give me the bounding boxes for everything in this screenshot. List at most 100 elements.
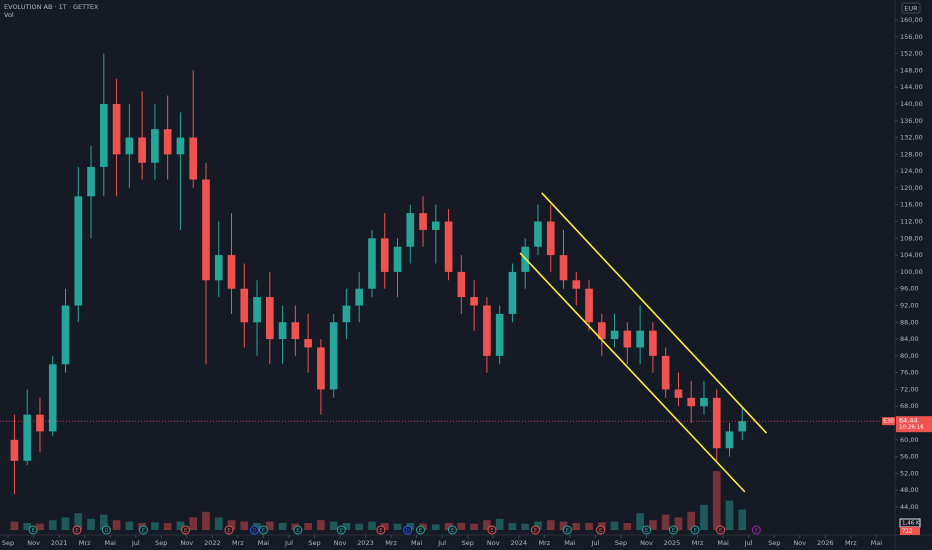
last-price-label: 64,44 xyxy=(899,417,918,425)
volume-bar xyxy=(674,517,683,530)
event-label[interactable]: E xyxy=(340,528,343,534)
volume-bar xyxy=(74,513,83,530)
event-marker[interactable] xyxy=(716,525,726,535)
event-label[interactable]: D xyxy=(253,528,257,534)
event-label[interactable]: E xyxy=(693,528,696,534)
countdown: 10:26:16 xyxy=(899,425,924,431)
volume-bar xyxy=(355,523,364,530)
candle-body xyxy=(597,322,606,340)
candle-body xyxy=(380,238,389,272)
volume-bar xyxy=(329,521,338,530)
candle-body xyxy=(674,389,683,398)
volume-bar xyxy=(380,523,389,530)
event-marker[interactable] xyxy=(376,525,386,535)
event-label[interactable]: E xyxy=(490,528,493,534)
x-tick-label: 2023 xyxy=(357,539,374,547)
event-marker[interactable] xyxy=(336,525,346,535)
x-tick-label: Mrz xyxy=(539,539,551,547)
event-label[interactable]: E xyxy=(599,528,602,534)
candle-body xyxy=(393,246,402,272)
volume-bar xyxy=(227,520,236,530)
x-tick-label: Jul xyxy=(437,539,446,547)
event-label[interactable]: E xyxy=(379,528,382,534)
x-tick-label: Nov xyxy=(487,539,500,547)
volume-bar xyxy=(304,523,312,530)
volume-bar xyxy=(623,523,632,530)
event-marker[interactable] xyxy=(751,525,761,535)
x-tick-label: Mai xyxy=(717,539,729,547)
candle-body xyxy=(636,330,644,348)
event-marker[interactable] xyxy=(530,525,540,535)
candle-body xyxy=(329,322,338,390)
volume-bar xyxy=(189,517,198,530)
candle-body xyxy=(431,221,440,230)
event-label[interactable]: E xyxy=(534,528,537,534)
event-marker[interactable] xyxy=(258,525,268,535)
event-marker[interactable] xyxy=(181,525,191,535)
x-tick-label: Mai xyxy=(564,539,576,547)
x-tick-label: Nov xyxy=(640,539,653,547)
event-marker[interactable] xyxy=(415,525,425,535)
event-label[interactable]: E xyxy=(719,528,722,534)
volume-bar xyxy=(176,521,185,530)
volume-bar xyxy=(202,511,210,530)
candle-body xyxy=(585,288,593,323)
event-marker[interactable] xyxy=(447,525,457,535)
event-label[interactable]: E xyxy=(142,528,145,534)
y-tick-label: 124,00 xyxy=(900,167,923,175)
event-label[interactable]: E xyxy=(227,528,230,534)
volume-bar xyxy=(687,511,696,530)
event-marker[interactable] xyxy=(690,525,700,535)
y-tick-label: 152,00 xyxy=(900,50,923,58)
event-marker[interactable] xyxy=(403,525,413,535)
event-marker[interactable] xyxy=(28,525,38,535)
event-label[interactable]: E xyxy=(296,528,299,534)
currency-box[interactable] xyxy=(901,2,921,14)
event-label[interactable]: E xyxy=(184,528,187,534)
event-label[interactable]: E xyxy=(645,528,648,534)
event-marker[interactable] xyxy=(224,525,234,535)
volume-bar xyxy=(636,513,644,530)
event-marker[interactable] xyxy=(72,525,82,535)
event-label[interactable]: E xyxy=(755,528,758,534)
volume-bar xyxy=(712,471,721,530)
event-marker[interactable] xyxy=(642,525,652,535)
candle-body xyxy=(368,238,376,289)
event-marker[interactable] xyxy=(596,525,606,535)
candle-body xyxy=(202,179,210,281)
event-label[interactable]: E xyxy=(31,528,34,534)
volume-bar xyxy=(534,521,542,530)
event-label[interactable]: E xyxy=(75,528,78,534)
event-marker[interactable] xyxy=(487,525,497,535)
y-tick-label: 68,00 xyxy=(900,402,919,410)
candle-body xyxy=(559,255,568,281)
event-label[interactable]: E xyxy=(419,528,422,534)
event-marker[interactable] xyxy=(101,525,111,535)
candle-body xyxy=(444,221,453,272)
event-label[interactable]: E xyxy=(672,528,675,534)
volume-bar xyxy=(521,523,530,530)
event-label[interactable]: E xyxy=(566,528,569,534)
event-marker[interactable] xyxy=(562,525,572,535)
y-tick-label: 112,00 xyxy=(900,218,923,226)
x-tick-label: Sep xyxy=(2,539,14,547)
x-tick-label: Mrz xyxy=(79,539,91,547)
y-tick-label: 84,00 xyxy=(900,335,919,343)
event-marker[interactable] xyxy=(249,525,259,535)
event-label[interactable]: D xyxy=(406,528,410,534)
trendline xyxy=(519,252,746,493)
x-tick-label: Mai xyxy=(258,539,270,547)
y-tick-label: 76,00 xyxy=(900,369,919,377)
x-tick-label: Nov xyxy=(27,539,40,547)
y-tick-label: 104,00 xyxy=(900,251,923,259)
event-marker[interactable] xyxy=(668,525,678,535)
event-label[interactable]: E xyxy=(451,528,454,534)
x-tick-label: Nov xyxy=(180,539,193,547)
event-marker[interactable] xyxy=(293,525,303,535)
event-label[interactable]: E xyxy=(262,528,265,534)
event-label[interactable]: D xyxy=(104,528,108,534)
x-tick-label: 2024 xyxy=(511,539,528,547)
event-marker[interactable] xyxy=(138,525,148,535)
currency[interactable]: EUR xyxy=(904,5,918,13)
candle-body xyxy=(74,196,83,306)
